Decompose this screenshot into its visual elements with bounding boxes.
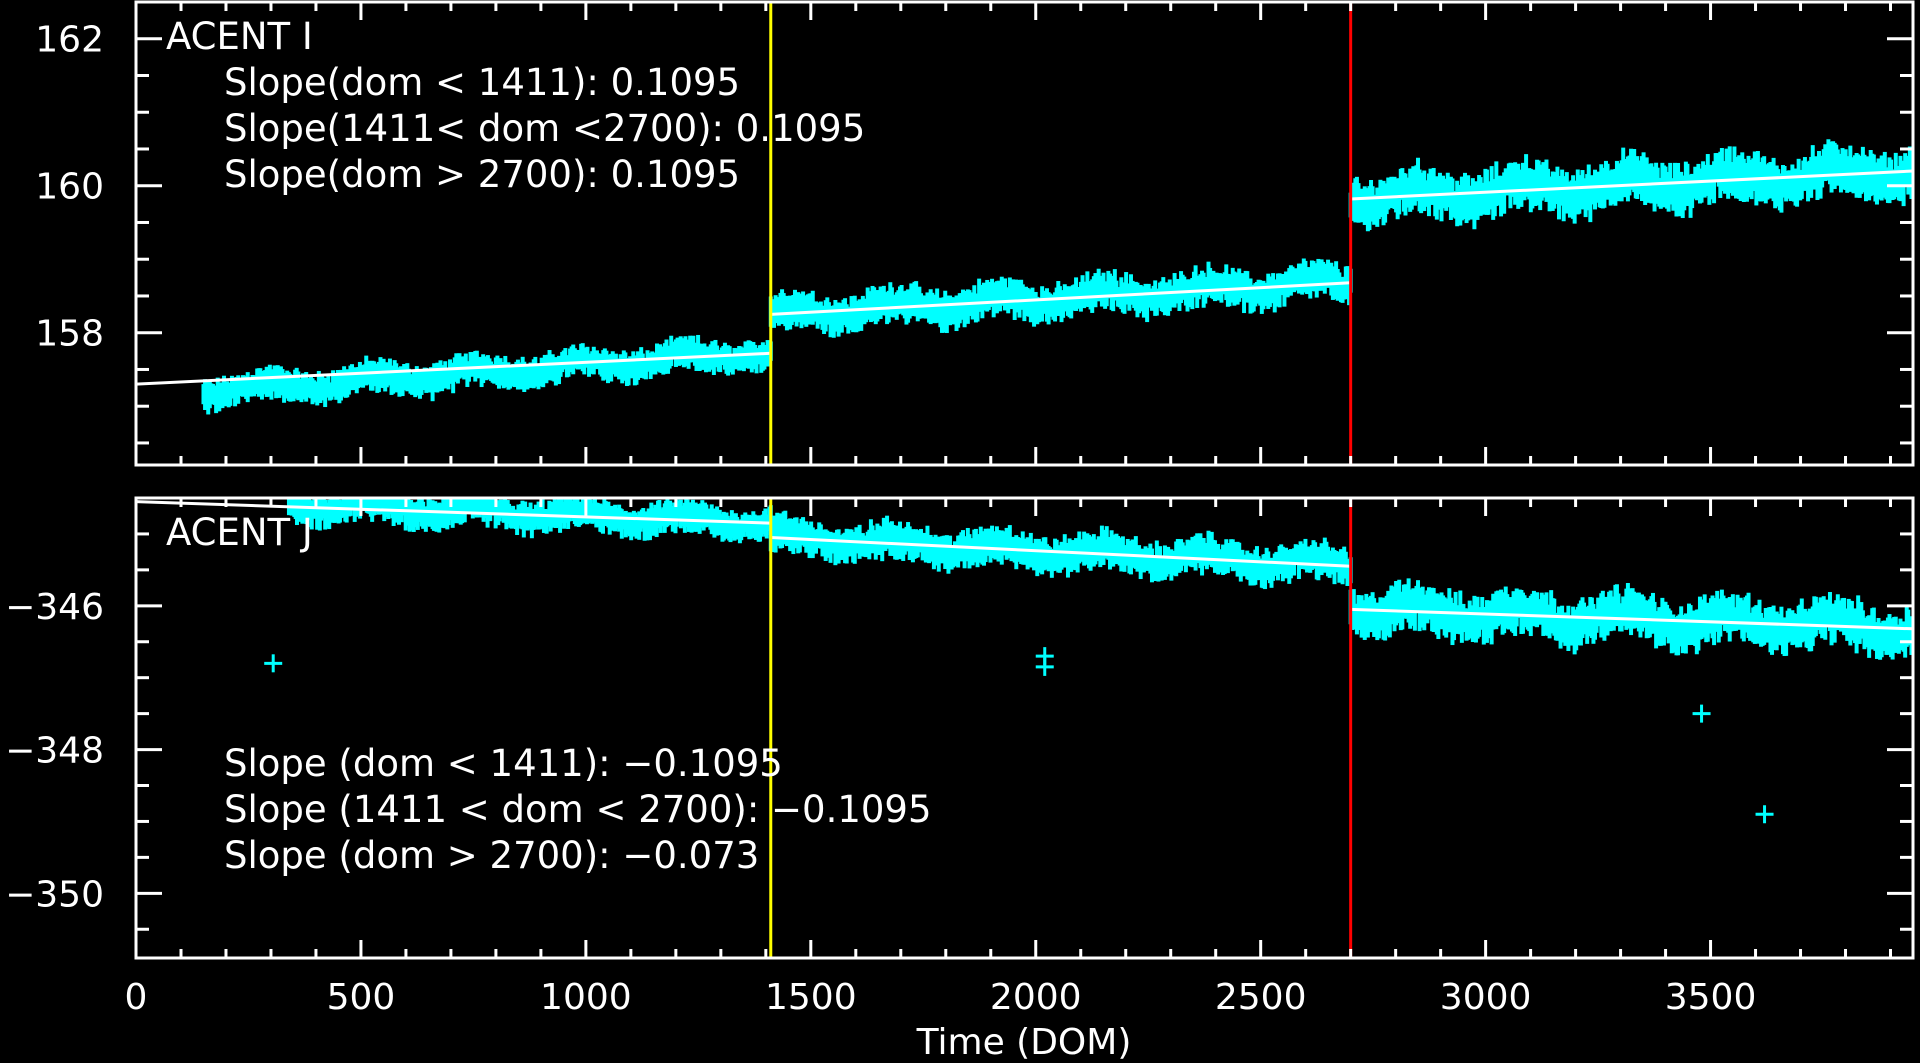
- ticks-acent-i: [134, 0, 1913, 465]
- slope-note-3-acent-j: Slope (dom > 2700): −0.073: [224, 834, 759, 877]
- plot-frame-acent-i: [134, 0, 1915, 467]
- y-tick-label: 158: [35, 314, 104, 355]
- x-tick-label: 0: [125, 977, 148, 1018]
- x-tick-labels: 0 500 1000 1500 2000 2500 3000 3500: [125, 977, 1757, 1018]
- y-tick-label: 162: [35, 20, 104, 61]
- outlier-point: [1035, 657, 1054, 676]
- fit-lines-acent-i: [136, 169, 1913, 386]
- panel-title-acent-j: ACENT J: [166, 511, 313, 554]
- fit-line: [1350, 169, 1913, 201]
- fit-line: [1350, 607, 1913, 631]
- x-tick-label: 2000: [990, 977, 1082, 1018]
- x-tick-label: 500: [327, 977, 396, 1018]
- x-tick-label: 3500: [1665, 977, 1757, 1018]
- plot-frame-acent-j: [134, 496, 1915, 960]
- outlier-point: [1692, 704, 1711, 723]
- panel-title-acent-i: ACENT I: [166, 15, 313, 58]
- slope-note-2-acent-j: Slope (1411 < dom < 2700): −0.1095: [224, 788, 932, 831]
- outlier-point: [264, 654, 283, 673]
- dom-markers-acent-j: [769, 498, 1353, 958]
- fit-line: [136, 351, 771, 386]
- x-tick-label: 1000: [540, 977, 632, 1018]
- y-tick-label: −346: [5, 587, 104, 628]
- scatter-points-acent-j: [264, 498, 1913, 824]
- y-tick-label: −350: [5, 874, 104, 915]
- slope-note-2-acent-i: Slope(1411< dom <2700): 0.1095: [224, 107, 865, 150]
- y-tick-labels-acent-i: 158 160 162: [35, 20, 104, 355]
- slope-note-3-acent-i: Slope(dom > 2700): 0.1095: [224, 153, 740, 196]
- panel-acent-j: −350 −348 −346 ACENT J Slope (dom < 1411):…: [5, 496, 1915, 960]
- fit-line: [770, 536, 1351, 568]
- y-tick-label: 160: [35, 167, 104, 208]
- y-tick-label: −348: [5, 731, 104, 772]
- scatter-points-acent-i: [201, 139, 1913, 415]
- x-tick-label: 2500: [1215, 977, 1307, 1018]
- outlier-point: [1755, 805, 1774, 824]
- x-tick-label: 1500: [765, 977, 857, 1018]
- fit-line: [770, 281, 1351, 316]
- slope-note-1-acent-i: Slope(dom < 1411): 0.1095: [224, 61, 740, 104]
- fit-line: [136, 500, 771, 525]
- x-axis-label: Time (DOM): [916, 1022, 1132, 1063]
- ticks-acent-j: [134, 496, 1913, 958]
- y-tick-labels-acent-j: −350 −348 −346: [5, 587, 104, 916]
- slope-note-1-acent-j: Slope (dom < 1411): −0.1095: [224, 742, 783, 785]
- fit-lines-acent-j: [136, 500, 1913, 631]
- dom-markers-acent-i: [769, 2, 1353, 465]
- x-tick-label: 3000: [1440, 977, 1532, 1018]
- panel-acent-i: 158 160 162 ACENT I Slope(dom < 1411): 0.1…: [35, 0, 1915, 467]
